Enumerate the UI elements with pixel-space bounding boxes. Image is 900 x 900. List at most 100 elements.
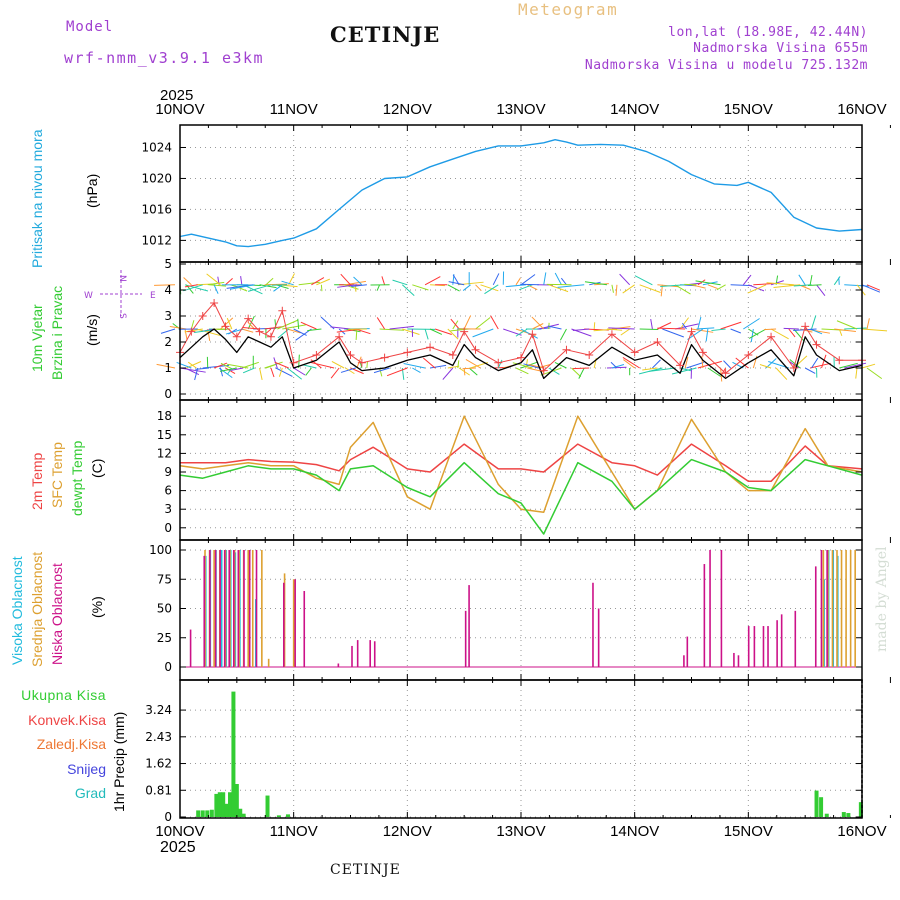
gust-marker xyxy=(357,358,366,367)
wind-barb xyxy=(300,321,317,330)
wind-barb xyxy=(422,357,436,369)
wind-barb xyxy=(707,284,718,290)
wind-barb xyxy=(241,328,254,333)
wind-barb xyxy=(816,284,826,297)
wind-barb xyxy=(465,359,481,369)
y-tick-label: 9 xyxy=(164,465,172,479)
temp-label-dewpt: dewpt Temp xyxy=(69,441,85,516)
wind-barb xyxy=(679,317,690,330)
wind-barb xyxy=(206,273,221,286)
wind-barb xyxy=(265,363,278,369)
y-tick-label: 0 xyxy=(164,810,172,824)
wind-barb xyxy=(429,364,447,369)
precip-bar xyxy=(238,808,243,817)
wind-barb xyxy=(611,284,614,293)
wind-barb xyxy=(657,327,686,330)
precip-bar xyxy=(846,813,851,817)
wind-barb xyxy=(355,328,358,340)
precip-bar xyxy=(209,809,214,817)
wind-barb xyxy=(492,273,500,286)
wind-barb xyxy=(532,323,544,330)
wind-barb xyxy=(697,316,702,330)
wind-barb xyxy=(242,367,255,374)
wind-barb xyxy=(696,327,715,330)
model-name: wrf-nmm_v3.9.1 e3km xyxy=(64,49,265,67)
wind-barb xyxy=(759,364,772,369)
y-tick-label: 0 xyxy=(164,660,172,674)
date-label-top: 13NOV xyxy=(496,101,545,118)
wind-barb xyxy=(707,367,722,377)
precip-bar xyxy=(196,810,201,817)
gust-marker xyxy=(767,332,776,341)
y-tick-label: 3 xyxy=(164,309,172,323)
wind-barb xyxy=(220,317,234,330)
wind-barb xyxy=(705,328,709,342)
gust-marker xyxy=(698,348,707,357)
wind-barb xyxy=(475,284,482,292)
wind-barb xyxy=(424,328,429,340)
date-label-bottom: 16NOV xyxy=(837,823,886,840)
gust-marker xyxy=(244,314,253,323)
legend-freezing: Zaledj.Kisa xyxy=(37,736,106,752)
y-tick-label: 1016 xyxy=(141,202,172,216)
wind-barb xyxy=(578,367,585,379)
gust-marker xyxy=(721,369,730,378)
wind-barb xyxy=(559,328,567,341)
wind-barb xyxy=(610,361,618,369)
wind-barb xyxy=(330,367,340,379)
precip-bar xyxy=(200,810,205,817)
y-tick-label: 0 xyxy=(164,521,172,535)
precip-bar xyxy=(241,813,246,817)
compass-south: S xyxy=(117,313,127,319)
wind-barb xyxy=(548,284,569,293)
wind-barb xyxy=(528,363,544,369)
gust-marker xyxy=(187,327,196,336)
wind-barb xyxy=(230,367,244,371)
wind-barb xyxy=(593,322,596,330)
wind-barb xyxy=(505,284,527,288)
wind-barb xyxy=(753,283,773,286)
gust-marker xyxy=(278,306,287,315)
wind-barb xyxy=(402,328,420,335)
wind-barb xyxy=(309,361,335,369)
wind-barb xyxy=(353,276,363,286)
wind-barb xyxy=(463,315,472,330)
wind-barb xyxy=(748,328,767,339)
model-altitude-text: Nadmorska Visina u modelu 725.132m xyxy=(584,58,868,73)
compass-west: W xyxy=(84,291,93,301)
wind-barb xyxy=(649,367,676,372)
gust-marker xyxy=(426,343,435,352)
wind-barb xyxy=(475,317,491,330)
wind-barb xyxy=(811,315,817,330)
compass-north: N xyxy=(117,275,127,282)
wind-barb xyxy=(572,367,590,370)
wind-barb xyxy=(160,328,176,334)
wind-barb xyxy=(765,358,777,369)
lonlat-text: lon,lat (18.98E, 42.44N) xyxy=(668,25,868,40)
wind-labels: 10m Vjetar Brzina i Pravac (m/s) xyxy=(29,286,100,380)
panel-frame xyxy=(179,679,863,819)
wind-barb xyxy=(457,360,460,369)
gust-marker xyxy=(607,330,616,339)
y-tick-label: 25 xyxy=(157,631,172,645)
wind-barb xyxy=(447,284,460,292)
y-tick-label: 15 xyxy=(157,428,172,442)
gust-marker xyxy=(471,345,480,354)
precip-bar xyxy=(276,815,281,817)
wind-barb xyxy=(866,367,883,380)
wind-barb xyxy=(226,317,233,330)
temp-labels: 2m Temp SFC Temp dewpt Temp (C) xyxy=(29,441,105,516)
date-label-top: 15NOV xyxy=(724,101,773,118)
model-label: Model xyxy=(66,19,114,35)
wind-barb xyxy=(730,328,742,334)
wind-barb xyxy=(376,284,381,291)
wind-barb xyxy=(662,328,684,338)
wind-barb xyxy=(209,284,227,287)
wind-barb xyxy=(615,284,618,296)
y-tick-label: 1020 xyxy=(141,171,172,185)
wind-barb xyxy=(804,367,816,374)
wind-barb xyxy=(179,367,206,373)
wind-barb xyxy=(531,316,545,330)
wind-barb xyxy=(520,274,536,286)
